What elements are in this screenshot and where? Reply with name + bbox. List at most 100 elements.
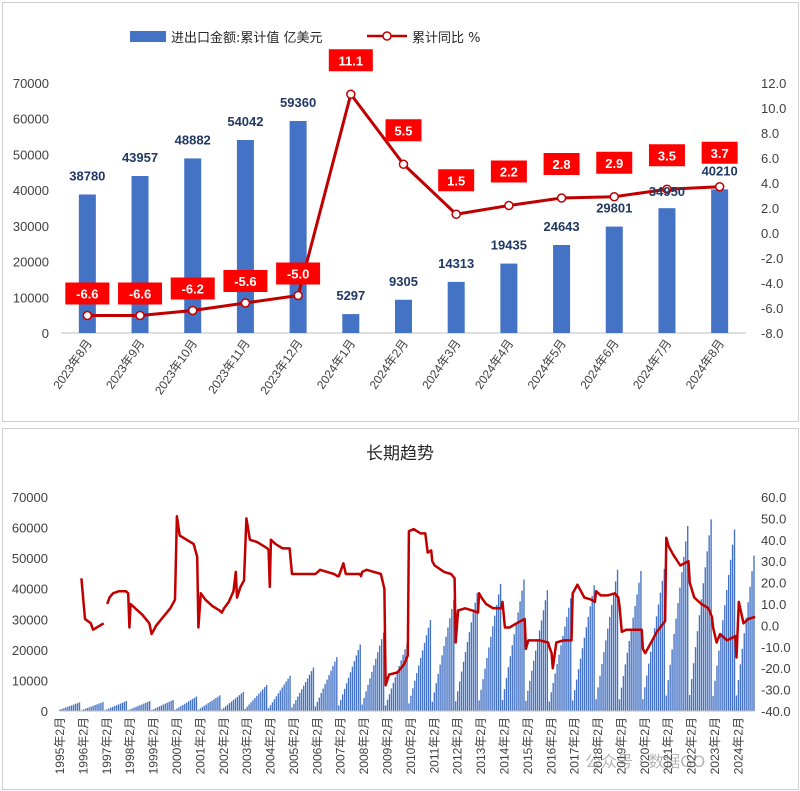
bar	[749, 586, 751, 711]
rate-label-box	[596, 151, 633, 174]
right-y-tick-label: 20.0	[761, 576, 786, 591]
x-tick-label: 2004年2月	[264, 717, 278, 774]
bar	[86, 708, 88, 711]
bar	[460, 671, 463, 711]
bar	[201, 707, 203, 711]
bar	[217, 696, 219, 711]
bar	[289, 675, 291, 711]
bar	[82, 709, 85, 711]
bar	[343, 688, 346, 711]
bar	[322, 688, 324, 711]
x-tick-label: 2019年2月	[614, 717, 628, 774]
bar	[123, 701, 126, 711]
bar	[455, 701, 457, 711]
bar	[154, 708, 157, 711]
yoy-point	[556, 193, 567, 203]
bar-value-label: 38780	[69, 169, 105, 184]
left-y-tick-label: 10000	[12, 673, 48, 688]
bar	[470, 622, 473, 711]
right-y-tick-label: -2.0	[761, 251, 783, 266]
bar	[681, 572, 683, 711]
bar	[638, 582, 640, 711]
bar	[209, 701, 211, 711]
rate-value-label: -6.6	[129, 287, 151, 302]
rate-value-label: 2.8	[553, 157, 571, 172]
bar	[240, 693, 242, 711]
monthly-chart-panel: 进出口金额:累计值 亿美元 累计同比 % 0 10000 20000 30000 40000…	[2, 2, 799, 422]
yoy-line	[80, 578, 105, 631]
x-tick-label: 2024年8月	[683, 337, 727, 392]
bar	[373, 665, 375, 711]
bar	[644, 687, 646, 711]
bar	[110, 707, 112, 711]
bar	[72, 704, 75, 711]
bar	[367, 684, 369, 711]
bar	[195, 696, 198, 711]
bar	[119, 703, 122, 711]
bar	[451, 608, 453, 711]
bar	[648, 663, 650, 711]
bar	[492, 626, 494, 711]
bar	[657, 604, 660, 711]
bar	[548, 701, 550, 711]
bar	[295, 700, 297, 711]
rate-value-label: -6.6	[76, 287, 98, 302]
bar	[751, 571, 753, 711]
bar	[285, 681, 287, 711]
bar	[277, 693, 280, 711]
yoy-point	[240, 298, 251, 308]
x-tick-label: 2001年2月	[193, 717, 207, 774]
rate-value-label: -5.0	[287, 267, 309, 282]
right-y-tick-label: 10.0	[761, 597, 786, 612]
bar	[248, 704, 250, 711]
x-tick-label: 2024年7月	[630, 337, 674, 392]
yoy-point	[82, 310, 93, 321]
bar	[531, 670, 533, 711]
bar	[679, 587, 681, 711]
bar	[632, 617, 634, 711]
bar	[252, 700, 254, 711]
bar	[636, 594, 638, 711]
right-y-tick-label: 0.0	[761, 226, 779, 241]
bar	[482, 679, 484, 711]
x-tick-label: 2024年4月	[472, 337, 516, 392]
bar	[642, 699, 644, 711]
bar	[164, 703, 166, 711]
bar	[651, 639, 654, 711]
bar	[172, 699, 174, 711]
bar	[665, 695, 667, 711]
bar	[630, 629, 632, 711]
left-y-tick-label: 50000	[12, 551, 48, 566]
bar	[570, 598, 572, 711]
bar	[238, 695, 241, 711]
bar	[431, 701, 434, 711]
bar	[328, 675, 330, 711]
bar	[242, 692, 244, 711]
bar	[743, 633, 745, 711]
bar	[741, 648, 743, 711]
bar	[375, 658, 377, 711]
bar	[291, 707, 293, 711]
left-y-tick-label: 30000	[12, 612, 48, 627]
rate-label-box	[648, 144, 685, 167]
bar	[675, 618, 677, 711]
bar	[640, 571, 642, 711]
bar	[484, 668, 486, 711]
bar	[347, 677, 350, 711]
bar	[207, 703, 209, 711]
bar	[486, 658, 488, 711]
bar	[182, 704, 184, 711]
bar	[312, 667, 315, 711]
bar	[275, 696, 278, 711]
bar	[521, 590, 523, 711]
bar	[166, 702, 168, 711]
bar	[673, 633, 675, 711]
x-tick-label: 2024年1月	[314, 337, 358, 392]
bar	[478, 700, 480, 711]
bar	[628, 641, 630, 711]
bar	[435, 683, 437, 711]
bar	[213, 699, 215, 711]
bar	[379, 645, 381, 711]
bar	[712, 695, 714, 711]
bar	[544, 600, 547, 711]
